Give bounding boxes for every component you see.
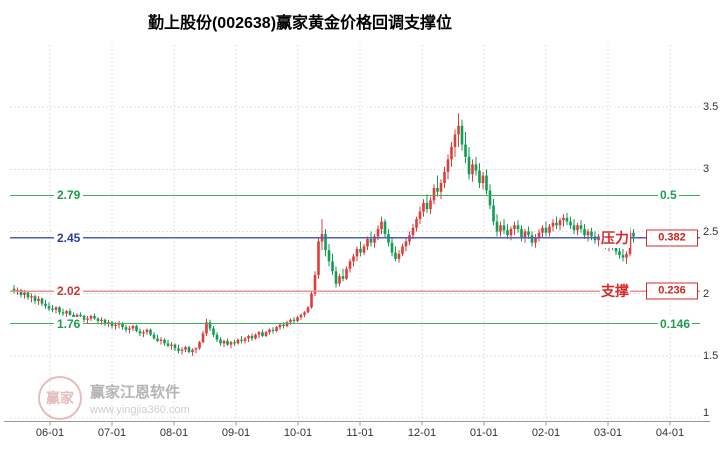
chart-title: 勤上股份(002638)赢家黄金价格回调支撑位 [147, 15, 453, 32]
brand-url: www.yingjia360.com [90, 403, 190, 416]
watermark: 赢家 赢家江恩软件 www.yingjia360.com [38, 376, 190, 420]
brand-name: 赢家江恩软件 [90, 383, 181, 401]
watermark-text: 赢家江恩软件 www.yingjia360.com [90, 381, 190, 416]
brand-logo-icon: 赢家 [38, 376, 82, 420]
